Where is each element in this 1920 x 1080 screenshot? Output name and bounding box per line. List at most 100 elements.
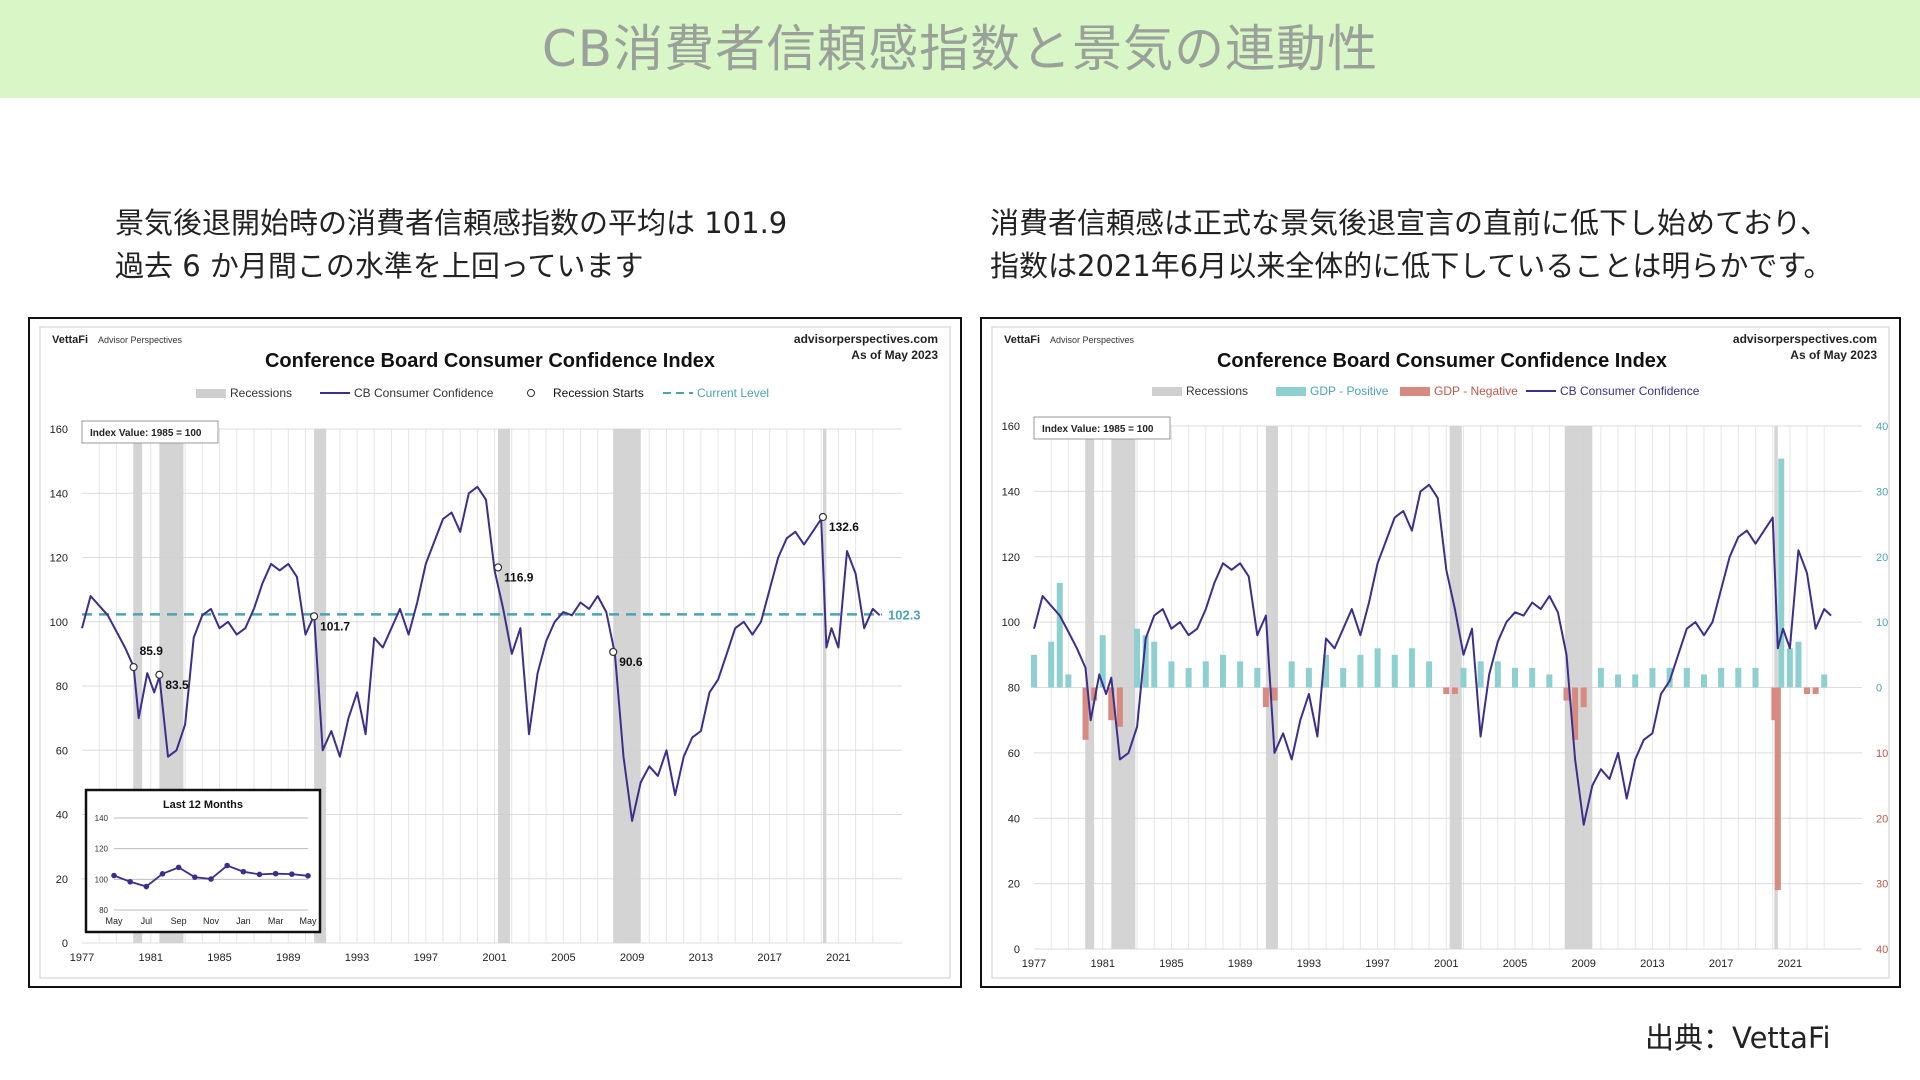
- gdp-bar: [1262, 687, 1269, 708]
- gdp-bar: [1168, 661, 1175, 688]
- y-tick-label: 100: [1002, 617, 1020, 629]
- y2-tick-label: 0: [1876, 683, 1882, 695]
- gdp-bar: [1443, 687, 1450, 695]
- x-tick-label: 2001: [1434, 958, 1458, 970]
- legend-label: Recession Starts: [553, 386, 644, 400]
- legend-swatch: [1152, 387, 1182, 396]
- legend-label: CB Consumer Confidence: [1560, 384, 1700, 398]
- gdp-bar: [1494, 661, 1501, 688]
- gdp-bar: [1804, 687, 1811, 695]
- brand-sub: Advisor Perspectives: [1050, 335, 1135, 345]
- inset-x-tick: Nov: [203, 916, 220, 926]
- gdp-bar: [1778, 458, 1785, 688]
- asof-label: As of May 2023: [1790, 348, 1877, 362]
- x-tick-label: 2005: [551, 952, 575, 964]
- gdp-bar: [1357, 654, 1364, 688]
- gdp-bar: [1151, 641, 1158, 688]
- gdp-bar: [1812, 687, 1819, 695]
- gdp-bar: [1271, 687, 1278, 701]
- asof-label: As of May 2023: [851, 348, 938, 362]
- legend-swatch: [1400, 387, 1430, 396]
- inset-point: [240, 868, 247, 875]
- inset-point: [305, 873, 311, 879]
- gdp-bar: [1254, 667, 1261, 688]
- note-text: Index Value: 1985 = 100: [1042, 424, 1154, 435]
- gdp-bar: [1219, 654, 1226, 688]
- brand-sub: Advisor Perspectives: [98, 335, 183, 345]
- gdp-bar: [1451, 687, 1458, 695]
- recession-start-marker: [818, 512, 828, 522]
- y2-tick-label: 30: [1876, 879, 1888, 891]
- chart-title: Conference Board Consumer Confidence Ind…: [265, 350, 715, 372]
- y-tick-label: 40: [1008, 813, 1020, 825]
- x-tick-label: 1977: [70, 952, 94, 964]
- inset-x-tick: Sep: [171, 916, 187, 926]
- legend-label: CB Consumer Confidence: [354, 386, 494, 400]
- chart-right: VettaFi Advisor Perspectives advisorperspe…: [991, 326, 1890, 979]
- y-tick-label: 20: [56, 874, 68, 886]
- x-tick-label: 2021: [1778, 958, 1802, 970]
- chart-left: VettaFi Advisor Perspectives advisorperspe…: [39, 326, 951, 979]
- gdp-bar: [1185, 667, 1192, 688]
- recession-start-marker: [309, 612, 319, 621]
- gdp-bar: [1563, 687, 1570, 701]
- x-tick-label: 2017: [1709, 958, 1733, 970]
- gdp-bar: [1408, 648, 1415, 688]
- gdp-bar: [1572, 687, 1579, 740]
- page-title: CB消費者信頼感指数と景気の連動性: [541, 20, 1379, 78]
- gdp-bar: [1649, 667, 1656, 688]
- inset-x-tick: Jan: [236, 916, 251, 926]
- note-box: [81, 420, 219, 444]
- chart-title: Conference Board Consumer Confidence Ind…: [1217, 350, 1667, 372]
- legend-label: GDP - Negative: [1434, 384, 1518, 398]
- x-tick-label: 2009: [1571, 958, 1595, 970]
- inset-x-tick: May: [299, 916, 317, 926]
- gdp-bar: [1056, 582, 1063, 688]
- inset-point: [175, 864, 182, 871]
- recession-start-marker: [493, 563, 503, 572]
- gdp-bar: [1134, 628, 1141, 688]
- y2-tick-label: 20: [1876, 813, 1888, 825]
- note-text: Index Value: 1985 = 100: [90, 428, 202, 439]
- y-tick-label: 140: [50, 488, 68, 500]
- gdp-bar: [1529, 667, 1536, 688]
- x-tick-label: 1981: [1090, 958, 1114, 970]
- recession-start-marker: [129, 662, 138, 672]
- gdp-bar: [1511, 667, 1518, 688]
- x-tick-label: 1993: [345, 952, 369, 964]
- gdp-bar: [1771, 687, 1778, 721]
- inset-point: [256, 871, 263, 878]
- gdp-bar: [1091, 687, 1098, 701]
- y-tick-label: 120: [50, 553, 68, 565]
- inset-point: [127, 878, 133, 885]
- y2-tick-label: 40: [1876, 421, 1888, 433]
- recession-band: [498, 429, 511, 943]
- y-tick-label: 80: [1008, 683, 1020, 695]
- x-tick-label: 1989: [276, 952, 300, 964]
- x-tick-label: 1977: [1022, 958, 1046, 970]
- inset-x-tick: May: [105, 916, 123, 926]
- inset-point: [143, 883, 150, 890]
- gdp-bar: [1786, 648, 1793, 688]
- inset-x-tick: Jul: [141, 916, 153, 926]
- y-tick-label: 0: [1014, 944, 1020, 956]
- gdp-bar: [1774, 687, 1781, 891]
- gdp-bar: [1752, 667, 1759, 688]
- recession-start-label: 83.5: [165, 678, 189, 692]
- inset-point: [192, 874, 198, 880]
- x-tick-label: 1981: [139, 952, 163, 964]
- legend-swatch: [527, 389, 535, 397]
- gdp-bar: [1340, 667, 1347, 688]
- y-tick-label: 160: [50, 424, 68, 436]
- recession-band: [133, 429, 143, 943]
- gdp-bar: [1821, 674, 1828, 688]
- recession-start-marker: [155, 670, 164, 679]
- y-tick-label: 140: [1002, 486, 1020, 498]
- inset-point: [111, 872, 117, 879]
- inset-box: [84, 788, 322, 934]
- caption-right: 消費者信頼感は正式な景気後退宣言の直前に低下し始めており、 指数は2021年6月…: [990, 202, 1890, 288]
- gdp-bar: [1700, 674, 1707, 688]
- site-label: advisorperspectives.com: [794, 332, 938, 346]
- gdp-bar: [1597, 667, 1604, 688]
- gdp-bar: [1391, 654, 1398, 688]
